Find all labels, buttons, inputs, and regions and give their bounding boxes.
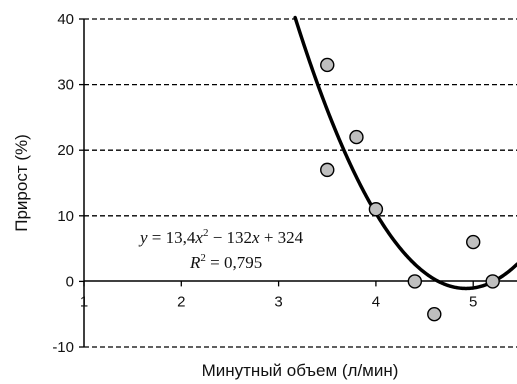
y-tick-label: 0: [66, 273, 74, 290]
eq-sup1: 2: [203, 227, 209, 239]
y-tick-label: 30: [57, 77, 74, 94]
data-point: [320, 57, 335, 73]
y-tick-label: -10: [52, 339, 74, 356]
y-tick-label: 40: [57, 11, 74, 28]
data-point: [485, 274, 500, 289]
data-point: [349, 129, 364, 145]
eq-mid: − 132: [208, 228, 252, 247]
eq-eq1: = 13,4: [148, 228, 196, 247]
r2-r: R: [189, 253, 201, 272]
data-point: [407, 274, 423, 289]
x-tick-label: 5: [469, 293, 477, 310]
data-point: [427, 307, 442, 322]
data-point: [368, 202, 384, 217]
equation-label: y = 13,4x2 − 132x + 324: [138, 227, 304, 247]
y-tick-label: 20: [57, 142, 74, 159]
eq-tail: + 324: [260, 228, 304, 247]
axes: [83, 19, 517, 347]
r-squared-label: R2 = 0,795: [189, 252, 262, 272]
x-tick-label: 2: [177, 293, 185, 310]
fit-curve-layer: [293, 15, 517, 291]
eq-x2: x: [251, 228, 260, 247]
x-axis-title: Минутный объем (л/мин): [202, 361, 399, 380]
data-point: [320, 162, 335, 178]
y-axis-title: Прирост (%): [12, 134, 31, 232]
r2-value: = 0,795: [206, 253, 262, 272]
x-tick-label: 3: [274, 293, 282, 310]
x-tick-label: 4: [372, 293, 380, 310]
eq-y: y: [138, 228, 148, 247]
data-point: [466, 234, 481, 250]
fit-curve: [293, 15, 517, 291]
data-points: [320, 57, 500, 322]
eq-x1: x: [194, 228, 203, 247]
y-tick-label: 10: [57, 208, 74, 225]
y-tick-labels: -10 0 10 20 30 40: [52, 11, 84, 356]
r2-sup: 2: [200, 252, 206, 264]
x-tick-labels: 1 2 3 4 5: [80, 281, 477, 310]
x-tick-label: 1: [80, 293, 88, 310]
grid-lines: [84, 18, 517, 348]
